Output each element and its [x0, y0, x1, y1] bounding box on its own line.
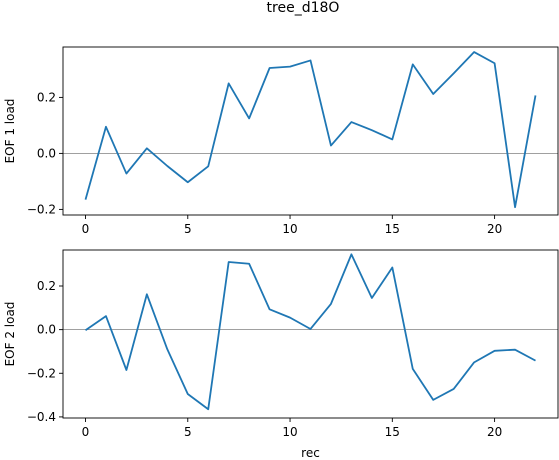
eof1-ytick-label: −0.2 — [27, 202, 56, 216]
eof1-xtick-label: 10 — [282, 222, 297, 236]
eof1-xtick-label: 20 — [487, 222, 502, 236]
eof1-xtick-label: 15 — [385, 222, 400, 236]
eof2-xtick-label: 15 — [385, 425, 400, 439]
eof2-ytick-label: −0.4 — [27, 410, 56, 424]
eof1-series-line — [84, 51, 537, 209]
eof2-axes-frame — [62, 249, 559, 419]
figure-title: tree_d18O — [267, 0, 340, 16]
subplot-eof1: 0 5 10 15 20 −0.2 0.0 0.2 EOF 1 load — [3, 46, 559, 236]
eof2-ytick-label: −0.2 — [27, 366, 56, 380]
eof1-xtick-label: 5 — [184, 222, 192, 236]
eof1-ytick-label: 0.0 — [37, 146, 56, 160]
eof1-ytick-label: 0.2 — [37, 90, 56, 104]
eof2-xtick-label: 0 — [82, 425, 90, 439]
subplot-eof2: 0 5 10 15 20 −0.4 −0.2 0.0 0.2 EOF 2 load rec — [3, 249, 559, 460]
eof2-series-line — [84, 253, 536, 411]
eof1-axes-frame — [62, 46, 559, 216]
eof2-ylabel: EOF 2 load — [3, 302, 17, 367]
eof2-ytick-label: 0.0 — [37, 323, 56, 337]
eof2-xtick-label: 20 — [487, 425, 502, 439]
eof2-xtick-label: 5 — [184, 425, 192, 439]
eof2-xtick-label: 10 — [282, 425, 297, 439]
eof2-ytick-label: 0.2 — [37, 279, 56, 293]
eof2-xlabel: rec — [301, 446, 320, 460]
eof1-xtick-label: 0 — [82, 222, 90, 236]
eof1-ylabel: EOF 1 load — [3, 99, 17, 164]
